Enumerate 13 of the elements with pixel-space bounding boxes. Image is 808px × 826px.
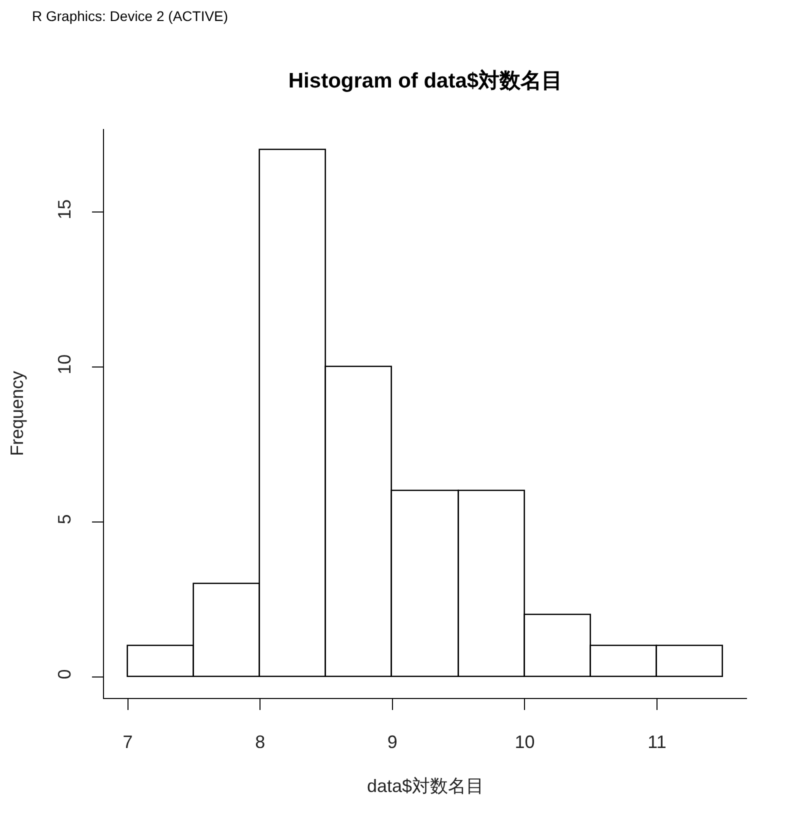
x-tick-label: 8: [255, 732, 266, 752]
x-tick-label: 10: [514, 732, 535, 752]
y-tick-label: 10: [54, 354, 75, 374]
x-tick-label: 7: [122, 732, 133, 752]
y-tick-label: 15: [54, 199, 75, 220]
y-tick-label: 0: [54, 669, 75, 680]
x-tick-label: 9: [387, 732, 398, 752]
text: R Graphics: Device 2 (ACTIVE): [32, 8, 228, 24]
x-tick-label: 11: [648, 732, 666, 752]
x-axis-title: data$対数名目: [366, 776, 484, 796]
y-axis-title: Frequency: [6, 370, 27, 456]
y-tick-label: 5: [54, 514, 75, 524]
chart-title: Histogram of data$対数名目: [288, 68, 563, 92]
